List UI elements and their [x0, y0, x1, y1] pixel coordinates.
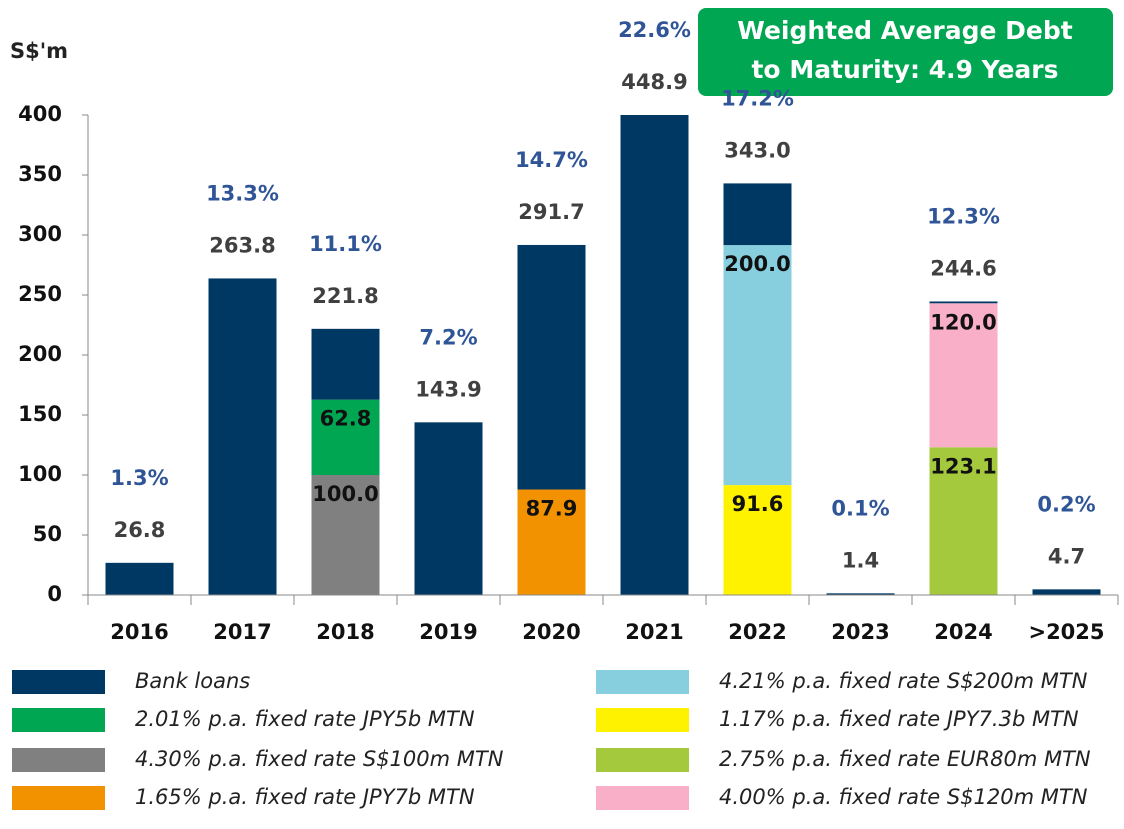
bar-segment: [1032, 589, 1101, 595]
x-tick-label: 2020: [522, 620, 580, 644]
segment-label: 100.0: [312, 482, 378, 506]
total-label: 221.8: [312, 284, 378, 308]
share-label: 7.2%: [419, 325, 477, 349]
share-label: 0.2%: [1037, 492, 1095, 516]
legend-swatch: [12, 708, 105, 732]
share-label: 14.7%: [515, 148, 588, 172]
legend-label: 1.65% p.a. fixed rate JPY7b MTN: [135, 785, 475, 809]
share-label: 0.1%: [831, 496, 889, 520]
legend-label: 2.01% p.a. fixed rate JPY5b MTN: [135, 707, 475, 731]
y-tick-label: 400: [18, 102, 62, 126]
legend-label: 4.21% p.a. fixed rate S$200m MTN: [719, 669, 1088, 693]
x-tick-label: 2017: [213, 620, 271, 644]
bar-segment: [311, 328, 380, 400]
legend-swatch: [596, 670, 689, 694]
bar-segment: [414, 422, 483, 595]
bar-segment: [208, 278, 277, 595]
bar-segment: [723, 245, 792, 486]
x-tick-label: 2021: [625, 620, 683, 644]
segment-label: 87.9: [526, 497, 578, 521]
total-label: 26.8: [114, 518, 166, 542]
share-label: 13.3%: [206, 181, 279, 205]
y-tick-label: 150: [18, 402, 62, 426]
bar-segment: [517, 489, 586, 595]
y-tick-label: 350: [18, 162, 62, 186]
bar-segment: [723, 183, 792, 246]
segment-label: 62.8: [320, 407, 372, 431]
legend-label: 4.00% p.a. fixed rate S$120m MTN: [719, 785, 1088, 809]
x-tick-label: 2019: [419, 620, 477, 644]
annotation: Weighted Average Debt: [737, 16, 1072, 45]
x-tick-label: 2016: [110, 620, 168, 644]
annotation-box: [698, 8, 1113, 96]
legend-label: 2.75% p.a. fixed rate EUR80m MTN: [719, 747, 1091, 771]
total-label: 343.0: [724, 138, 790, 162]
share-label: 22.6%: [618, 18, 691, 42]
y-tick-label: 200: [18, 342, 62, 366]
total-label: 263.8: [209, 233, 275, 257]
x-tick-label: 2024: [934, 620, 992, 644]
y-tick-label: 300: [18, 222, 62, 246]
segment-label: 120.0: [930, 310, 996, 334]
total-label: 143.9: [415, 377, 481, 401]
bar-segment: [826, 593, 895, 595]
bar-segment: [929, 301, 998, 304]
bar-segment: [311, 399, 380, 475]
total-label: 291.7: [518, 200, 584, 224]
y-tick-label: 250: [18, 282, 62, 306]
legend-swatch: [12, 748, 105, 772]
legend-label: Bank loans: [135, 669, 250, 693]
bar-segment: [311, 475, 380, 595]
legend-swatch: [596, 708, 689, 732]
legend-label: 4.30% p.a. fixed rate S$100m MTN: [135, 747, 504, 771]
legend-swatch: [596, 786, 689, 810]
y-tick-label: 0: [47, 582, 62, 606]
x-tick-label: 2018: [316, 620, 374, 644]
segment-label: 123.1: [930, 454, 996, 478]
bar-segment: [105, 562, 174, 595]
share-label: 12.3%: [927, 204, 1000, 228]
annotation: to Maturity: 4.9 Years: [751, 55, 1058, 84]
bar-segment: [723, 485, 792, 595]
legend-swatch: [596, 748, 689, 772]
segment-label: 91.6: [732, 492, 784, 516]
legend-swatch: [12, 786, 105, 810]
y-axis-label: S$'m: [10, 39, 68, 63]
bar-segment: [929, 303, 998, 448]
share-label: 1.3%: [110, 466, 168, 490]
legend-swatch: [12, 670, 105, 694]
x-tick-label: 2023: [831, 620, 889, 644]
segment-label: 200.0: [724, 252, 790, 276]
total-label: 448.9: [621, 70, 687, 94]
share-label: 17.2%: [721, 86, 794, 110]
total-label: 4.7: [1048, 544, 1085, 568]
share-label: 11.1%: [309, 232, 382, 256]
bars: [105, 115, 1101, 595]
bar-segment: [929, 447, 998, 595]
y-tick-label: 100: [18, 462, 62, 486]
legend-label: 1.17% p.a. fixed rate JPY7.3b MTN: [719, 707, 1079, 731]
y-tick-label: 50: [33, 522, 62, 546]
x-tick-label: 2022: [728, 620, 786, 644]
bar-segment: [620, 115, 689, 595]
total-label: 1.4: [842, 548, 879, 572]
x-tick-label: >2025: [1028, 620, 1104, 644]
bar-segment: [517, 244, 586, 490]
total-label: 244.6: [930, 256, 996, 280]
